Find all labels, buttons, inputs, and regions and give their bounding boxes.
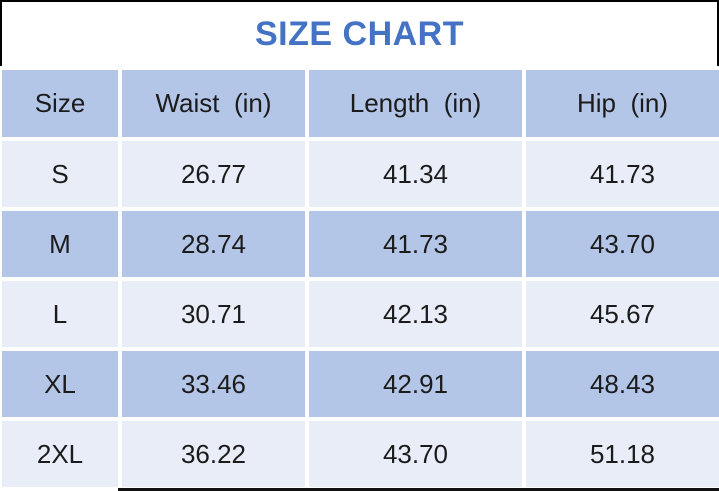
title-box: SIZE CHART <box>0 0 719 66</box>
row-xl-length: 42.91 <box>309 351 522 417</box>
row-l-waist: 30.71 <box>122 281 305 347</box>
row-s-waist: 26.77 <box>122 141 305 207</box>
header-cell-waist: Waist (in) <box>122 70 305 137</box>
row-2xl-length: 43.70 <box>309 421 522 487</box>
row-m-waist: 28.74 <box>122 211 305 277</box>
header-cell-length: Length (in) <box>309 70 522 137</box>
size-chart-table: Size Waist (in) Length (in) Hip (in) S 2… <box>2 70 719 487</box>
row-m-length: 41.73 <box>309 211 522 277</box>
row-xl-size: XL <box>2 351 118 417</box>
header-cell-size: Size <box>2 70 118 137</box>
row-s-size: S <box>2 141 118 207</box>
row-2xl-size: 2XL <box>2 421 118 487</box>
row-l-size: L <box>2 281 118 347</box>
bottom-border-line <box>118 488 719 491</box>
row-l-length: 42.13 <box>309 281 522 347</box>
row-s-length: 41.34 <box>309 141 522 207</box>
row-s-hip: 41.73 <box>526 141 719 207</box>
row-xl-hip: 48.43 <box>526 351 719 417</box>
row-l-hip: 45.67 <box>526 281 719 347</box>
row-m-size: M <box>2 211 118 277</box>
page-title: SIZE CHART <box>255 14 464 53</box>
row-m-hip: 43.70 <box>526 211 719 277</box>
row-2xl-waist: 36.22 <box>122 421 305 487</box>
row-2xl-hip: 51.18 <box>526 421 719 487</box>
header-cell-hip: Hip (in) <box>526 70 719 137</box>
row-xl-waist: 33.46 <box>122 351 305 417</box>
